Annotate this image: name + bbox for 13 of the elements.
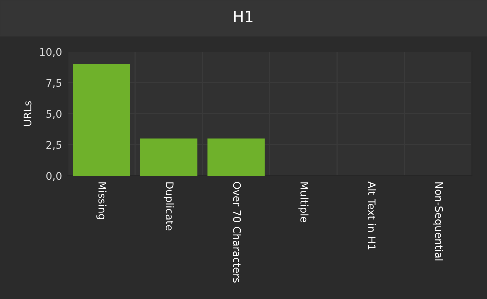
y-tick-label: 0,0 (46, 172, 62, 182)
y-axis-title: URLs (24, 101, 32, 126)
x-tick-label: Multiple (298, 182, 309, 222)
y-tick-label: 7,5 (46, 79, 62, 88)
x-tick-label: Non-Sequential (433, 182, 444, 261)
x-tick-label: Duplicate (164, 182, 174, 231)
x-tick-label: Over 70 Characters (233, 182, 242, 283)
y-tick-label: 2,5 (46, 141, 62, 150)
y-tick-label: 10,0 (40, 48, 62, 58)
x-tick-label: Alt Text in H1 (368, 182, 376, 250)
y-tick-label: 5,0 (46, 110, 62, 120)
x-tick-label: Missing (96, 182, 107, 220)
chart-title: H1 (234, 11, 253, 22)
